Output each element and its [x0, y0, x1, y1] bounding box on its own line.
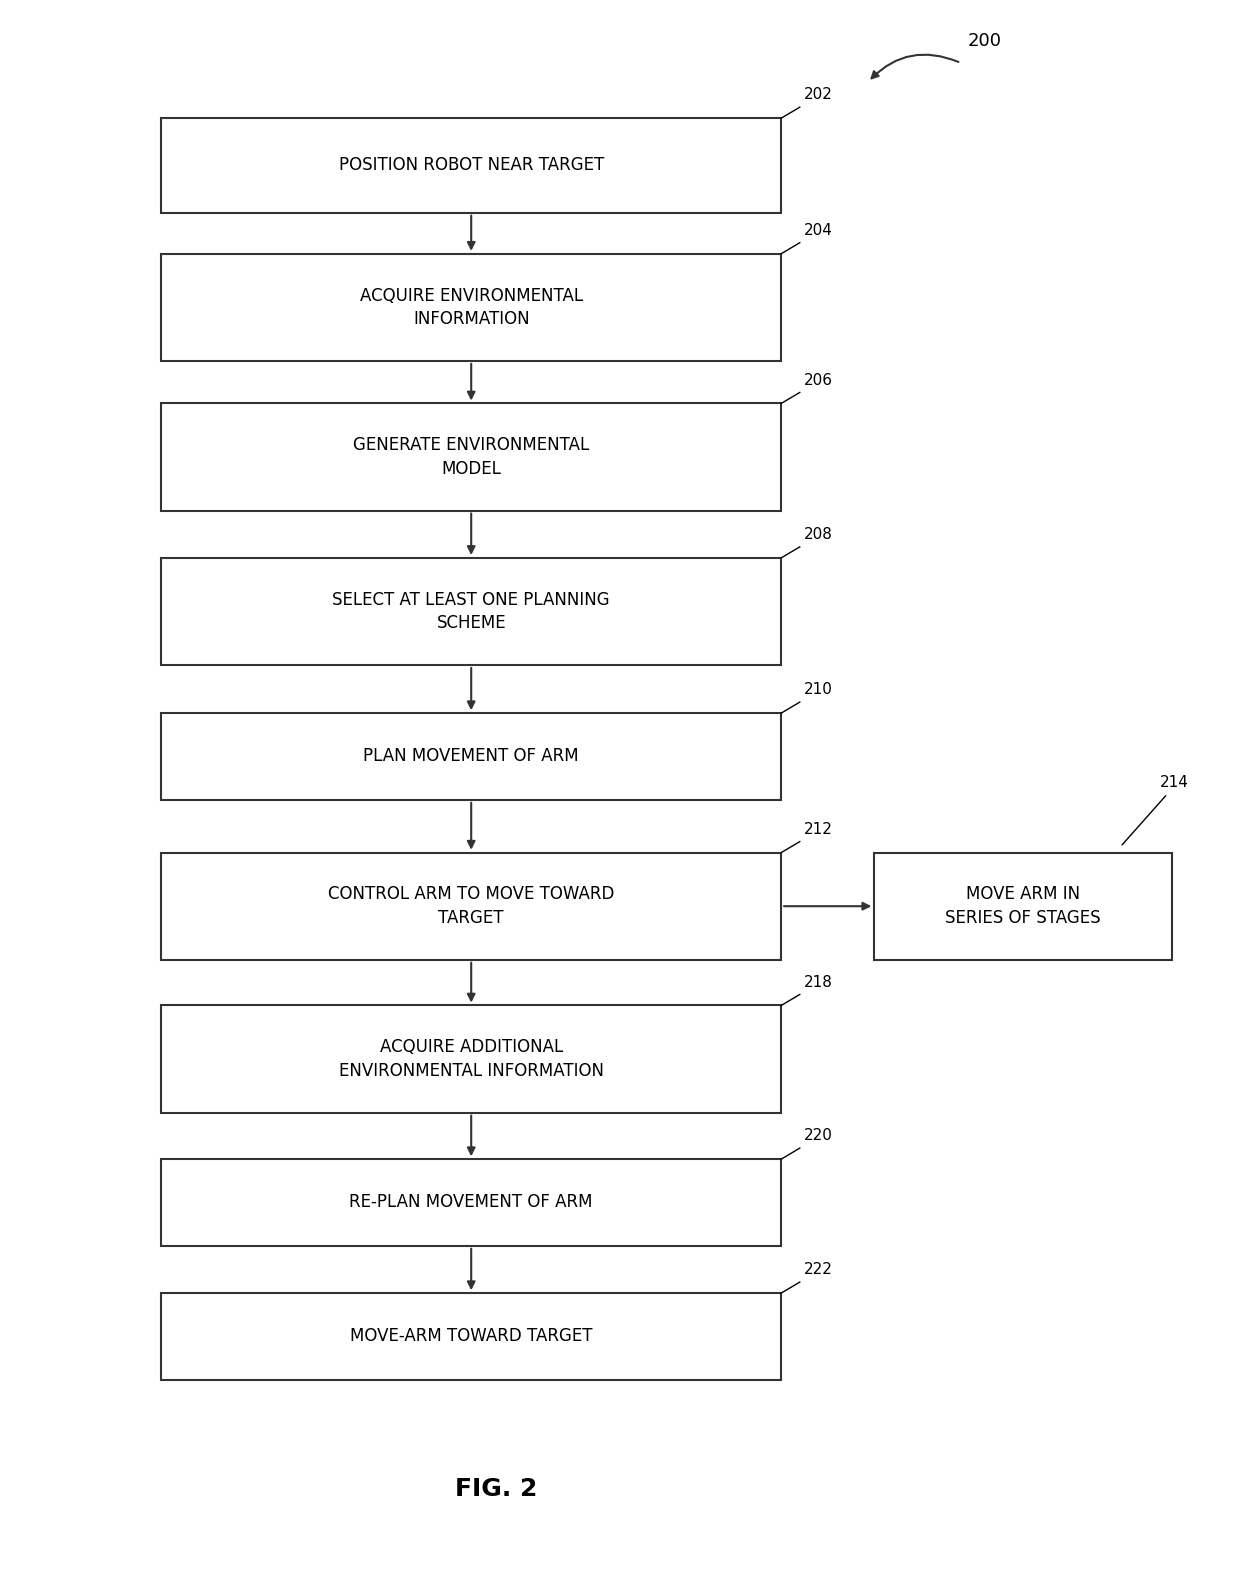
- Text: 210: 210: [804, 682, 832, 697]
- FancyBboxPatch shape: [161, 1292, 781, 1381]
- FancyBboxPatch shape: [161, 118, 781, 213]
- FancyBboxPatch shape: [161, 1160, 781, 1245]
- FancyBboxPatch shape: [161, 254, 781, 361]
- Text: MOVE ARM IN
SERIES OF STAGES: MOVE ARM IN SERIES OF STAGES: [945, 886, 1101, 927]
- FancyBboxPatch shape: [874, 853, 1172, 960]
- Text: POSITION ROBOT NEAR TARGET: POSITION ROBOT NEAR TARGET: [339, 156, 604, 175]
- Text: GENERATE ENVIRONMENTAL
MODEL: GENERATE ENVIRONMENTAL MODEL: [353, 437, 589, 478]
- Text: 222: 222: [804, 1262, 832, 1277]
- FancyBboxPatch shape: [161, 558, 781, 665]
- FancyBboxPatch shape: [161, 712, 781, 801]
- Text: PLAN MOVEMENT OF ARM: PLAN MOVEMENT OF ARM: [363, 747, 579, 766]
- Text: 208: 208: [804, 526, 832, 542]
- Text: 206: 206: [804, 372, 832, 388]
- Text: 214: 214: [1159, 774, 1188, 790]
- FancyBboxPatch shape: [161, 403, 781, 511]
- FancyBboxPatch shape: [161, 853, 781, 960]
- FancyBboxPatch shape: [161, 1005, 781, 1113]
- Text: 220: 220: [804, 1128, 832, 1144]
- Text: 218: 218: [804, 974, 832, 990]
- Text: 204: 204: [804, 222, 832, 238]
- Text: 202: 202: [804, 87, 832, 102]
- Text: SELECT AT LEAST ONE PLANNING
SCHEME: SELECT AT LEAST ONE PLANNING SCHEME: [332, 591, 610, 632]
- Text: RE-PLAN MOVEMENT OF ARM: RE-PLAN MOVEMENT OF ARM: [350, 1193, 593, 1212]
- Text: 212: 212: [804, 821, 832, 837]
- Text: MOVE-ARM TOWARD TARGET: MOVE-ARM TOWARD TARGET: [350, 1327, 593, 1346]
- Text: CONTROL ARM TO MOVE TOWARD
TARGET: CONTROL ARM TO MOVE TOWARD TARGET: [329, 886, 614, 927]
- Text: ACQUIRE ENVIRONMENTAL
INFORMATION: ACQUIRE ENVIRONMENTAL INFORMATION: [360, 287, 583, 328]
- Text: FIG. 2: FIG. 2: [455, 1477, 537, 1502]
- FancyArrowPatch shape: [872, 55, 959, 79]
- Text: ACQUIRE ADDITIONAL
ENVIRONMENTAL INFORMATION: ACQUIRE ADDITIONAL ENVIRONMENTAL INFORMA…: [339, 1039, 604, 1080]
- Text: 200: 200: [967, 33, 1001, 50]
